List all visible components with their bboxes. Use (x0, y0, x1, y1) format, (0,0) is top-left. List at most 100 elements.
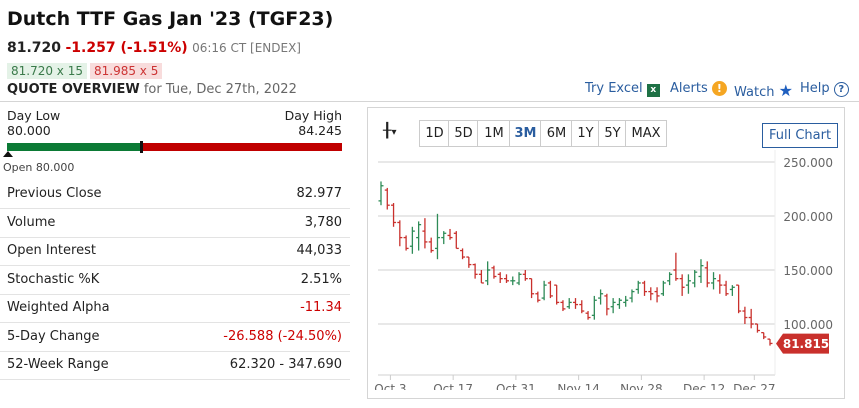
ohlc-bar (667, 272, 673, 286)
ohlc-bar (754, 323, 760, 333)
help-link[interactable]: Help ? (800, 81, 849, 97)
range-5y[interactable]: 5Y (598, 120, 627, 147)
ohlc-bar (698, 259, 704, 283)
stat-row: Volume 3,780 (0, 209, 350, 238)
stat-value: 44,033 (296, 243, 343, 258)
stat-label: Previous Close (7, 186, 102, 201)
ohlc-bar (685, 274, 691, 294)
ask: 81.985 x 5 (90, 63, 163, 79)
x-tick-label: Oct 3 (374, 382, 406, 390)
try-excel-link[interactable]: Try Excel x (585, 81, 660, 97)
ohlc-bar (378, 181, 384, 206)
ohlc-bar (384, 187, 390, 210)
ohlc-bar (416, 221, 422, 251)
ohlc-bar (585, 311, 591, 320)
page-title: Dutch TTF Gas Jan '23 (TGF23) (7, 8, 334, 30)
range-6m[interactable]: 6M (540, 120, 573, 147)
price-chart[interactable]: 250.000 200.000 150.000 100.000 Oct 3 Oct 17 O… (367, 150, 843, 390)
day-low-label: Day Low (7, 108, 61, 123)
ohlc-bar (453, 231, 459, 250)
chart-type-menu[interactable]: ╂▾ (383, 123, 396, 139)
ohlc-bar (510, 276, 516, 286)
ohlc-bar (579, 300, 585, 314)
ohlc-bar (623, 295, 629, 307)
day-range-fill (7, 143, 141, 151)
range-1d[interactable]: 1D (419, 120, 450, 147)
ohlc-bar (497, 272, 503, 283)
ohlc-bar (428, 237, 434, 253)
range-5d[interactable]: 5D (448, 120, 479, 147)
range-max[interactable]: MAX (625, 120, 667, 147)
quote-line: 81.720 -1.257 (-1.51%) 06:16 CT [ENDEX] (7, 40, 301, 56)
day-high-value: 84.245 (298, 123, 342, 138)
ohlc-bar (434, 213, 440, 260)
ohlc-bar (560, 300, 566, 312)
ohlc-bar (529, 277, 535, 299)
x-tick-label: Nov 28 (620, 382, 663, 390)
ohlc-bar (635, 280, 641, 294)
ohlc-bar (535, 291, 541, 303)
stat-value: 82.977 (296, 186, 343, 201)
range-1y[interactable]: 1Y (571, 120, 600, 147)
ohlc-bar (704, 261, 710, 288)
ohlc-bar (491, 265, 497, 279)
ohlc-bar (648, 287, 654, 301)
chart-panel (367, 107, 845, 399)
quote-date: for Tue, Dec 27th, 2022 (143, 82, 297, 97)
stat-value: 62.320 - 347.690 (229, 357, 342, 372)
x-tick-label: Nov 14 (557, 382, 600, 390)
ohlc-bar (723, 280, 729, 296)
open-value: Open 80.000 (3, 161, 75, 174)
range-1m[interactable]: 1M (477, 120, 511, 147)
range-3m[interactable]: 3M (509, 120, 542, 147)
star-icon: ★ (778, 81, 793, 100)
stat-label: Open Interest (7, 243, 96, 258)
day-range-bar (7, 141, 342, 153)
current-marker (140, 141, 143, 153)
try-excel-label: Try Excel (585, 81, 643, 96)
ohlc-bar (654, 287, 660, 303)
stat-label: 52-Week Range (7, 357, 109, 372)
ohlc-bar (736, 284, 742, 314)
stat-label: 5-Day Change (7, 328, 100, 344)
y-tick-label: 250.000 (783, 156, 833, 170)
y-tick-label: 200.000 (783, 210, 833, 224)
x-tick-label: Dec 27 (733, 382, 775, 390)
ohlc-bar (485, 261, 491, 286)
last-price-flag (776, 333, 829, 354)
open-marker-icon (3, 151, 13, 157)
ohlc-bar (541, 280, 547, 301)
stat-label: Stochastic %K (7, 271, 100, 287)
help-label: Help (800, 81, 830, 96)
ohlc-bar (522, 270, 528, 281)
day-high-label: Day High (284, 108, 342, 123)
ohlc-bar (598, 289, 604, 305)
full-chart-button[interactable]: Full Chart (762, 123, 838, 148)
ohlc-bar (629, 289, 635, 303)
quote-time: 06:16 CT [ENDEX] (192, 41, 301, 55)
stat-value: -26.588 (-24.50%) (223, 328, 342, 344)
stat-value: 2.51% (300, 271, 342, 287)
alerts-link[interactable]: Alerts ! (670, 81, 727, 96)
x-tick-label: Dec 12 (683, 382, 725, 390)
ohlc-bar (642, 280, 648, 296)
ohlc-bar (748, 308, 754, 329)
ohlc-bar (573, 298, 578, 309)
price-change: -1.257 (-1.51%) (65, 40, 188, 56)
ohlc-bar (692, 270, 698, 288)
help-icon: ? (833, 82, 849, 97)
ohlc-bar (547, 280, 553, 299)
ohlc-bar (460, 248, 466, 260)
y-tick-label: 100.000 (783, 318, 833, 332)
divider (0, 101, 859, 102)
x-tick-label: Oct 17 (433, 382, 473, 390)
stat-label: Volume (7, 214, 56, 230)
ohlc-icon: ╂ (383, 123, 392, 139)
stat-row: 5-Day Change -26.588 (-24.50%) (0, 323, 350, 352)
watch-label: Watch (734, 85, 775, 100)
quote-overview-heading: QUOTE OVERVIEW for Tue, Dec 27th, 2022 (7, 82, 297, 97)
watch-link[interactable]: Watch ★ (734, 81, 793, 100)
ohlc-bar (767, 338, 773, 346)
ohlc-bar (466, 256, 472, 268)
ohlc-bar (742, 306, 748, 324)
